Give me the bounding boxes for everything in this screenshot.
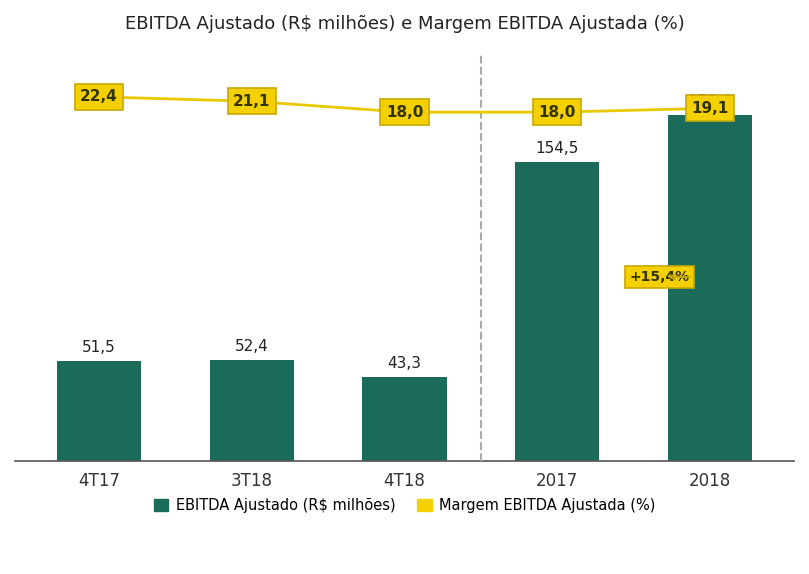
Text: 21,1: 21,1 [233,94,270,109]
Bar [210,359,294,461]
Bar [57,361,141,461]
Text: +15,4%: +15,4% [629,270,689,284]
Text: 154,5: 154,5 [536,141,579,156]
Text: 19,1: 19,1 [692,101,729,116]
Text: 18,0: 18,0 [539,104,576,119]
Title: EBITDA Ajustado (R$ milhões) e Margem EBITDA Ajustada (%): EBITDA Ajustado (R$ milhões) e Margem EB… [125,15,684,33]
Text: 22,4: 22,4 [80,90,118,104]
Bar [668,115,752,461]
Text: 18,0: 18,0 [386,104,423,119]
Legend: EBITDA Ajustado (R$ milhões), Margem EBITDA Ajustada (%): EBITDA Ajustado (R$ milhões), Margem EBI… [148,492,661,519]
Text: 43,3: 43,3 [388,356,421,371]
Bar [362,377,447,461]
Text: 178,4: 178,4 [688,95,731,110]
Bar [515,162,599,461]
Text: 51,5: 51,5 [83,340,116,355]
Text: 52,4: 52,4 [235,339,269,354]
